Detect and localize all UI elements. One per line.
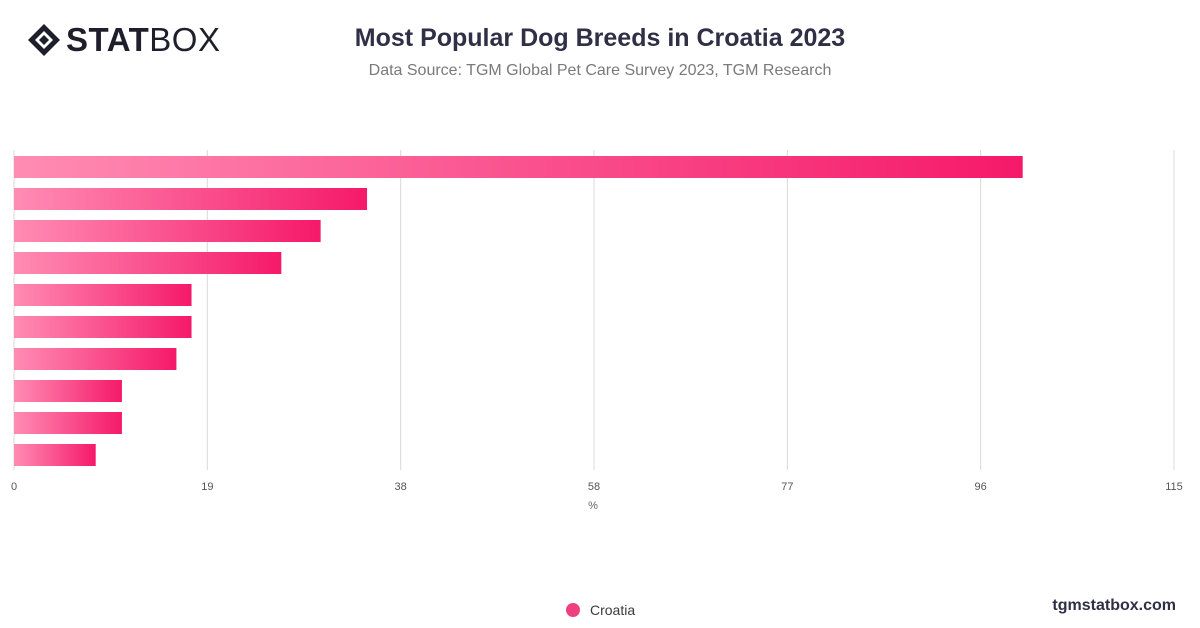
x-tick-label: 19 <box>201 481 213 493</box>
x-tick-label: 58 <box>588 481 600 493</box>
x-tick-label: 38 <box>395 481 407 493</box>
x-tick-label: 96 <box>975 481 987 493</box>
bar[interactable] <box>14 444 96 466</box>
legend-marker <box>566 603 580 617</box>
bar[interactable] <box>14 380 122 402</box>
site-credit[interactable]: tgmstatbox.com <box>1052 597 1176 614</box>
chart-title: Most Popular Dog Breeds in Croatia 2023 <box>354 24 846 52</box>
bar[interactable] <box>14 284 192 306</box>
legend[interactable]: Croatia <box>566 602 635 618</box>
x-tick-label: 0 <box>11 481 17 493</box>
x-tick-label: 77 <box>781 481 793 493</box>
x-axis-label: % <box>588 500 598 512</box>
chart-subtitle: Data Source: TGM Global Pet Care Survey … <box>368 62 832 79</box>
bar[interactable] <box>14 220 321 242</box>
logo-wordmark-light: BOX <box>149 21 221 58</box>
bars <box>14 156 1023 466</box>
bar[interactable] <box>14 348 177 370</box>
bar[interactable] <box>14 252 282 274</box>
x-axis-ticks: 0 19 38 58 77 96 115 <box>11 481 1183 493</box>
bar[interactable] <box>14 316 192 338</box>
logo-wordmark-bold: STAT <box>66 21 150 58</box>
statbox-logo[interactable]: STATBOX <box>26 22 220 58</box>
bar[interactable] <box>14 156 1023 178</box>
bar[interactable] <box>14 188 368 210</box>
logo-wordmark: STATBOX <box>66 22 220 58</box>
legend-label: Croatia <box>590 602 636 618</box>
x-tick-label: 115 <box>1165 481 1183 493</box>
bar[interactable] <box>14 412 122 434</box>
statbox-diamond-icon <box>28 24 60 56</box>
